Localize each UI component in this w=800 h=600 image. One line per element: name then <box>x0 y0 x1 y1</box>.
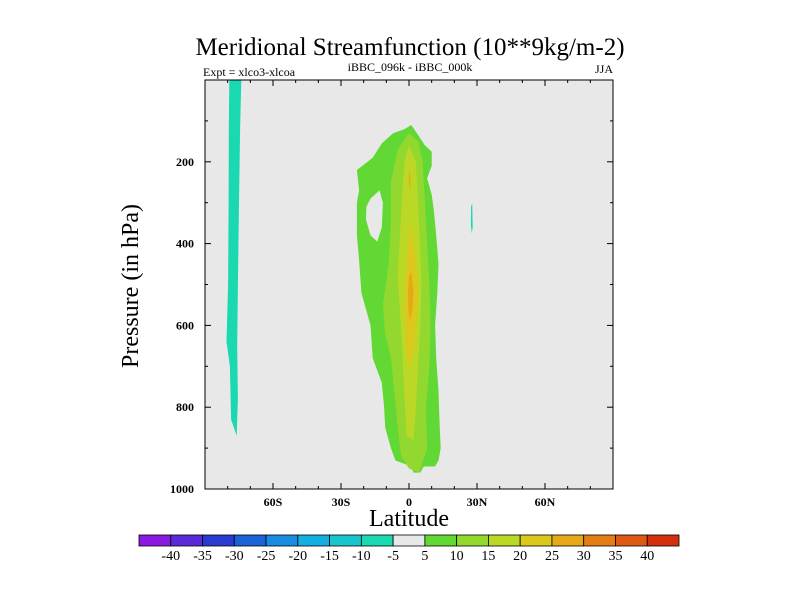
colorbar-swatch <box>646 534 680 547</box>
colorbar-label: -10 <box>352 549 371 564</box>
colorbar-label: 35 <box>608 549 622 564</box>
x-axis-label: Latitude <box>369 506 449 532</box>
colorbar-swatch <box>551 534 585 547</box>
y-tick-label: 800 <box>176 400 194 414</box>
colorbar-label: -30 <box>225 549 244 564</box>
colorbar-swatch <box>202 534 235 547</box>
colorbar: -40 -35 -30 -25 -20 -15 -10 -5 5 10 15 20 25 30 35 40 <box>138 534 680 564</box>
colorbar-swatch <box>583 534 616 547</box>
colorbar-swatch <box>170 534 203 547</box>
colorbar-swatch <box>233 534 267 547</box>
colorbar-label: -5 <box>387 549 399 564</box>
x-tick-label: 0 <box>406 495 412 509</box>
colorbar-swatch <box>360 534 394 547</box>
y-tick-label: 400 <box>176 237 194 251</box>
contour-region-2 <box>470 202 473 234</box>
x-axis-ticks: 60S 30S 0 30N 60N <box>227 80 591 509</box>
colorbar-swatch <box>519 534 553 547</box>
colorbar-label: 30 <box>577 549 591 564</box>
colorbar-label: -35 <box>193 549 212 564</box>
center-string: iBBC_096k - iBBC_000k <box>348 60 473 74</box>
colorbar-label: 10 <box>450 549 464 564</box>
colorbar-label: 5 <box>421 549 428 564</box>
colorbar-label: -20 <box>288 549 307 564</box>
contour-region-9 <box>365 190 383 242</box>
x-tick-label: 30S <box>332 495 351 509</box>
contour-region-1 <box>226 80 242 436</box>
colorbar-label: -40 <box>161 549 180 564</box>
y-axis-label: Pressure (in hPa) <box>118 204 144 368</box>
contour-region-8 <box>408 170 411 191</box>
contour-fill-layer <box>226 80 473 473</box>
colorbar-swatch <box>138 534 172 547</box>
y-tick-label: 1000 <box>170 482 194 496</box>
colorbar-swatch <box>297 534 330 547</box>
colorbar-swatch <box>615 534 648 547</box>
right-string: JJA <box>595 62 613 76</box>
chart-title: Meridional Streamfunction (10**9kg/m-2) <box>195 34 624 61</box>
colorbar-label: -25 <box>257 549 276 564</box>
x-tick-label: 30N <box>467 495 488 509</box>
colorbar-swatch <box>456 534 489 547</box>
y-tick-label: 600 <box>176 318 194 332</box>
colorbar-swatch <box>392 534 426 547</box>
left-string: Expt = xlco3-xlcoa <box>203 65 296 79</box>
x-tick-label: 60S <box>264 495 283 509</box>
colorbar-swatch <box>329 534 362 547</box>
colorbar-label: 15 <box>481 549 495 564</box>
y-axis-ticks: 200 400 600 800 1000 <box>170 120 613 496</box>
contour-region-7 <box>408 272 414 322</box>
colorbar-swatch <box>488 534 521 547</box>
colorbar-label: 25 <box>545 549 559 564</box>
colorbar-label: 20 <box>513 549 527 564</box>
colorbar-swatch <box>265 534 299 547</box>
y-tick-label: 200 <box>176 155 194 169</box>
x-tick-label: 60N <box>535 495 556 509</box>
colorbar-label: -15 <box>320 549 339 564</box>
colorbar-swatch <box>424 534 458 547</box>
colorbar-label: 40 <box>640 549 654 564</box>
